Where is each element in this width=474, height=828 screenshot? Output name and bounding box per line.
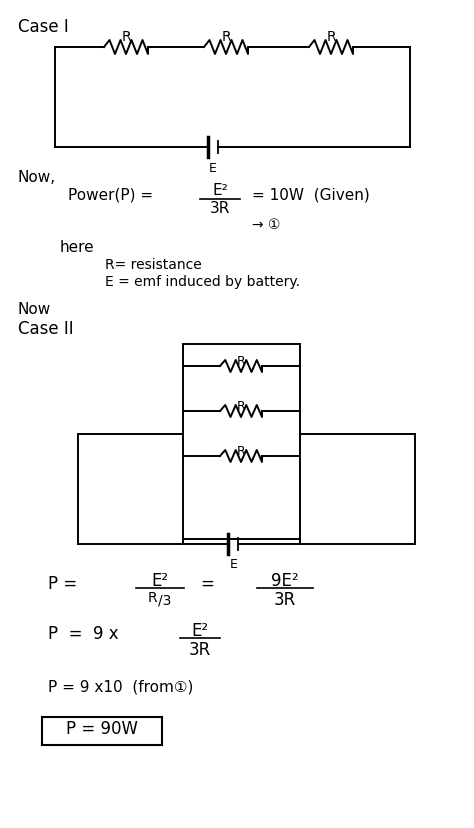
Text: 3R: 3R <box>274 590 296 609</box>
Text: P = 90W: P = 90W <box>66 720 138 737</box>
Text: R: R <box>147 590 157 604</box>
Text: R: R <box>121 30 131 44</box>
Text: /3: /3 <box>158 594 172 607</box>
Text: 3R: 3R <box>210 200 230 216</box>
Text: E: E <box>230 557 238 570</box>
Text: P = 9 x10  (from①): P = 9 x10 (from①) <box>48 679 193 694</box>
Text: R: R <box>237 354 246 368</box>
Text: P =: P = <box>48 575 77 592</box>
Text: R: R <box>237 445 246 457</box>
Text: R: R <box>326 30 336 44</box>
Bar <box>42 717 162 745</box>
Text: = 10W  (Given): = 10W (Given) <box>252 188 370 203</box>
Text: → ①: → ① <box>252 218 281 232</box>
Text: here: here <box>60 240 95 255</box>
Text: R: R <box>237 400 246 412</box>
Text: P  =  9 x: P = 9 x <box>48 624 118 643</box>
Text: Power(P) =: Power(P) = <box>68 188 153 203</box>
Text: R= resistance: R= resistance <box>105 258 202 272</box>
Text: Now: Now <box>18 301 51 316</box>
Text: E = emf induced by battery.: E = emf induced by battery. <box>105 275 300 289</box>
Text: 9E²: 9E² <box>271 571 299 590</box>
Text: =: = <box>200 575 214 592</box>
Text: 3R: 3R <box>189 640 211 658</box>
Text: R: R <box>221 30 231 44</box>
Text: E: E <box>209 161 217 175</box>
Text: Case I: Case I <box>18 18 69 36</box>
Text: Case II: Case II <box>18 320 73 338</box>
Text: E²: E² <box>191 621 209 639</box>
Text: Now,: Now, <box>18 170 56 185</box>
Text: E²: E² <box>212 183 228 198</box>
Text: E²: E² <box>151 571 169 590</box>
